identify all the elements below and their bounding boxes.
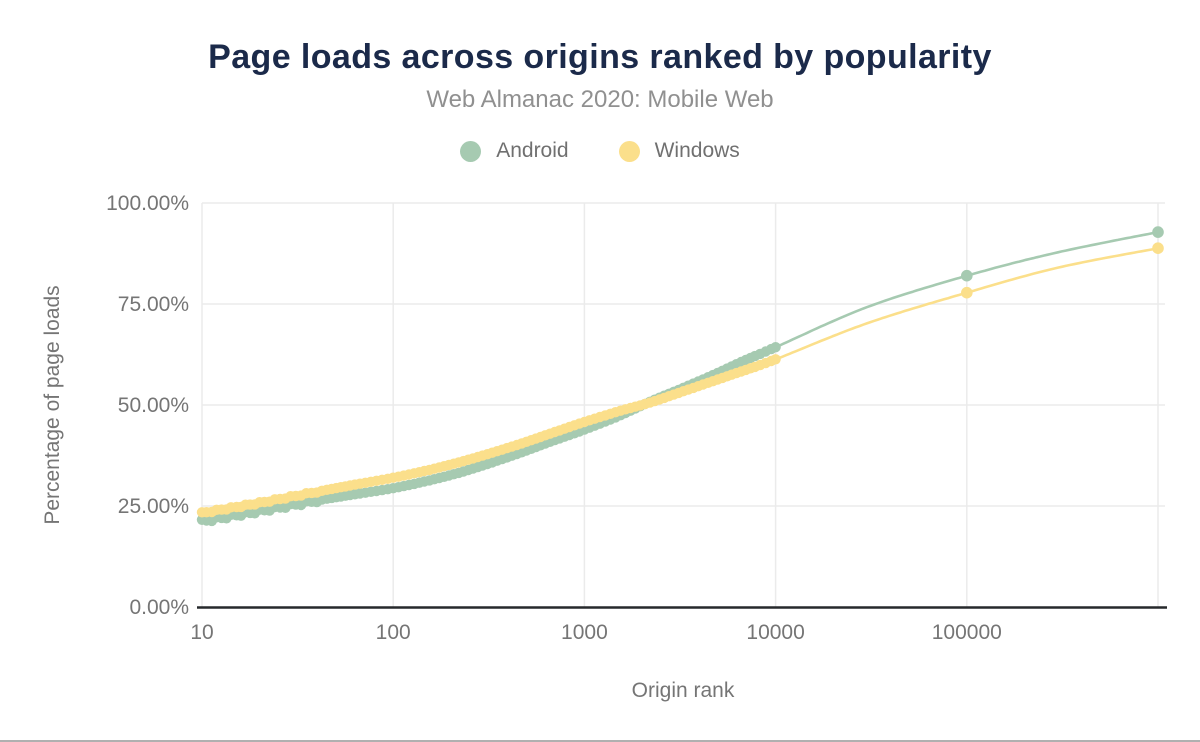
- y-tick-label: 0.00%: [129, 596, 189, 619]
- y-tick-label: 25.00%: [118, 495, 189, 518]
- legend: Android Windows: [0, 137, 1200, 165]
- y-tick-labels: 0.00% 25.00% 50.00% 75.00% 100.00%: [106, 192, 189, 619]
- y-tick-label: 75.00%: [118, 293, 189, 316]
- y-tick-label: 100.00%: [106, 192, 189, 215]
- windows-series-dot-icon: [618, 140, 640, 162]
- legend-label-android: Android: [496, 139, 569, 162]
- x-tick-label: 100: [376, 621, 411, 644]
- page-title: Page loads across origins ranked by popu…: [208, 38, 992, 76]
- series-android[interactable]: [196, 226, 1164, 527]
- x-tick-label: 10000: [746, 621, 804, 644]
- chart-subtitle: Web Almanac 2020: Mobile Web: [426, 86, 774, 113]
- legend-item-windows[interactable]: Windows: [618, 139, 740, 163]
- series-windows[interactable]: [196, 242, 1164, 518]
- x-axis-title: Origin rank: [632, 679, 735, 702]
- series-markers: [961, 242, 1164, 299]
- data-point-marker: [1152, 242, 1164, 254]
- y-tick-label: 50.00%: [118, 394, 189, 417]
- series-markers: [961, 226, 1164, 282]
- android-series-dot-icon: [460, 140, 482, 162]
- y-axis-title: Percentage of page loads: [41, 285, 64, 524]
- x-tick-label: 100000: [932, 621, 1002, 644]
- data-point-marker: [961, 269, 973, 282]
- legend-label-windows: Windows: [654, 139, 740, 162]
- data-point-marker: [1152, 226, 1164, 238]
- x-tick-label: 1000: [561, 621, 608, 644]
- x-tick-label: 10: [190, 621, 213, 644]
- legend-item-android[interactable]: Android: [460, 139, 569, 163]
- series-layer: [196, 226, 1164, 527]
- figure-bottom-edge: [0, 740, 1200, 742]
- x-tick-labels: 10 100 1000 10000 100000: [190, 621, 1002, 644]
- data-point-marker: [961, 286, 973, 299]
- series-dot-band: [196, 354, 781, 518]
- gridlines: [201, 202, 1165, 607]
